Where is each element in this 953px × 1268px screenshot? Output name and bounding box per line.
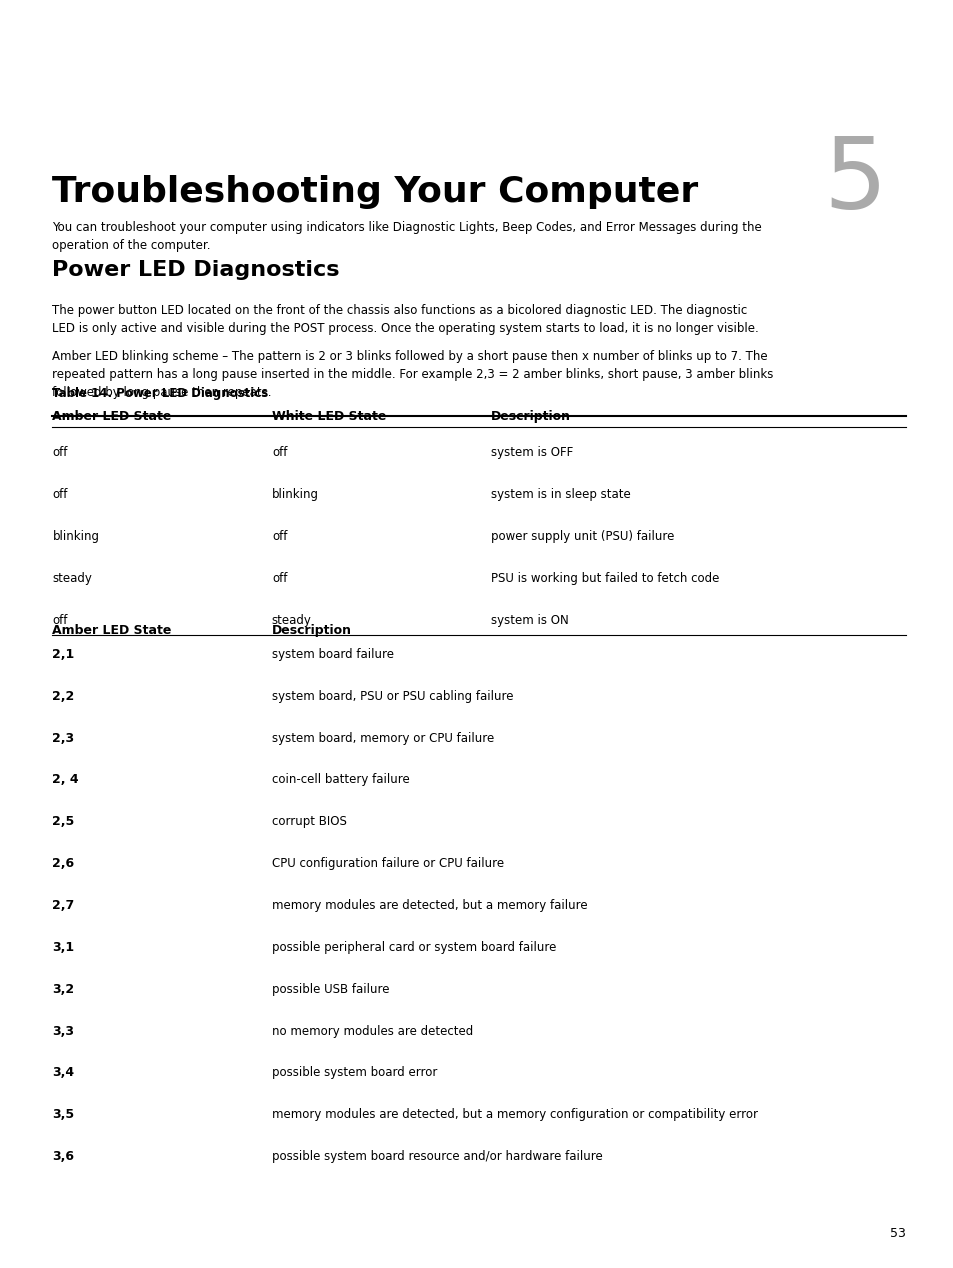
Text: Amber LED blinking scheme – The pattern is 2 or 3 blinks followed by a short pau: Amber LED blinking scheme – The pattern … <box>52 350 773 399</box>
Text: system is in sleep state: system is in sleep state <box>491 488 630 501</box>
Text: 3,2: 3,2 <box>52 983 74 995</box>
Text: system is OFF: system is OFF <box>491 446 573 459</box>
Text: 5: 5 <box>822 133 886 230</box>
Text: blinking: blinking <box>272 488 318 501</box>
Text: possible peripheral card or system board failure: possible peripheral card or system board… <box>272 941 556 954</box>
Text: system board, memory or CPU failure: system board, memory or CPU failure <box>272 732 494 744</box>
Text: Troubleshooting Your Computer: Troubleshooting Your Computer <box>52 175 698 209</box>
Text: off: off <box>52 446 68 459</box>
Text: White LED State: White LED State <box>272 410 386 422</box>
Text: no memory modules are detected: no memory modules are detected <box>272 1025 473 1037</box>
Text: 2,7: 2,7 <box>52 899 74 912</box>
Text: steady: steady <box>52 572 92 585</box>
Text: 2, 4: 2, 4 <box>52 773 79 786</box>
Text: Description: Description <box>272 624 352 637</box>
Text: off: off <box>52 614 68 626</box>
Text: 2,2: 2,2 <box>52 690 74 702</box>
Text: 2,3: 2,3 <box>52 732 74 744</box>
Text: 2,1: 2,1 <box>52 648 74 661</box>
Text: blinking: blinking <box>52 530 99 543</box>
Text: 2,6: 2,6 <box>52 857 74 870</box>
Text: Amber LED State: Amber LED State <box>52 410 172 422</box>
Text: 3,3: 3,3 <box>52 1025 74 1037</box>
Text: Table 14. Power LED Diagnostics: Table 14. Power LED Diagnostics <box>52 387 269 399</box>
Text: The power button LED located on the front of the chassis also functions as a bic: The power button LED located on the fron… <box>52 304 759 335</box>
Text: CPU configuration failure or CPU failure: CPU configuration failure or CPU failure <box>272 857 503 870</box>
Text: system board failure: system board failure <box>272 648 394 661</box>
Text: 3,1: 3,1 <box>52 941 74 954</box>
Text: possible system board resource and/or hardware failure: possible system board resource and/or ha… <box>272 1150 602 1163</box>
Text: steady: steady <box>272 614 312 626</box>
Text: possible system board error: possible system board error <box>272 1066 436 1079</box>
Text: Description: Description <box>491 410 571 422</box>
Text: off: off <box>52 488 68 501</box>
Text: memory modules are detected, but a memory failure: memory modules are detected, but a memor… <box>272 899 587 912</box>
Text: possible USB failure: possible USB failure <box>272 983 389 995</box>
Text: 3,5: 3,5 <box>52 1108 74 1121</box>
Text: 2,5: 2,5 <box>52 815 74 828</box>
Text: You can troubleshoot your computer using indicators like Diagnostic Lights, Beep: You can troubleshoot your computer using… <box>52 221 761 251</box>
Text: off: off <box>272 530 287 543</box>
Text: 3,6: 3,6 <box>52 1150 74 1163</box>
Text: coin-cell battery failure: coin-cell battery failure <box>272 773 409 786</box>
Text: system board, PSU or PSU cabling failure: system board, PSU or PSU cabling failure <box>272 690 513 702</box>
Text: PSU is working but failed to fetch code: PSU is working but failed to fetch code <box>491 572 719 585</box>
Text: system is ON: system is ON <box>491 614 568 626</box>
Text: power supply unit (PSU) failure: power supply unit (PSU) failure <box>491 530 674 543</box>
Text: 53: 53 <box>889 1227 905 1240</box>
Text: memory modules are detected, but a memory configuration or compatibility error: memory modules are detected, but a memor… <box>272 1108 757 1121</box>
Text: Amber LED State: Amber LED State <box>52 624 172 637</box>
Text: off: off <box>272 572 287 585</box>
Text: corrupt BIOS: corrupt BIOS <box>272 815 346 828</box>
Text: 3,4: 3,4 <box>52 1066 74 1079</box>
Text: off: off <box>272 446 287 459</box>
Text: Power LED Diagnostics: Power LED Diagnostics <box>52 260 339 280</box>
